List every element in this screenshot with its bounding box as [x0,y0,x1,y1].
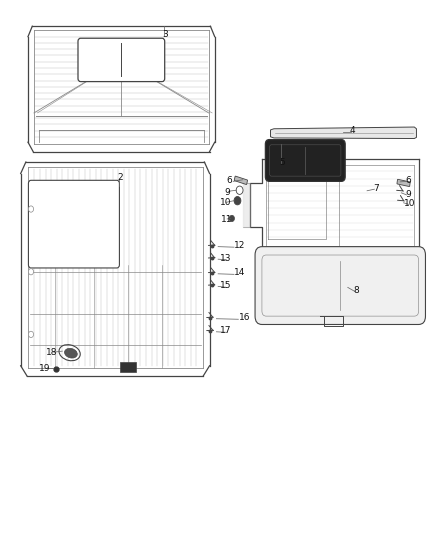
Text: 16: 16 [239,313,251,322]
FancyBboxPatch shape [234,176,247,184]
Text: 3: 3 [162,29,168,38]
Text: 9: 9 [225,188,230,197]
Text: 6: 6 [405,176,411,185]
Text: 15: 15 [220,281,231,290]
FancyBboxPatch shape [397,179,410,187]
Text: 9: 9 [405,190,411,199]
Text: 8: 8 [353,286,359,295]
Circle shape [28,332,34,337]
Circle shape [234,197,241,205]
Bar [120,361,136,372]
FancyBboxPatch shape [28,180,120,268]
Text: 17: 17 [220,326,231,335]
Circle shape [28,206,34,212]
Text: 19: 19 [39,364,51,373]
Circle shape [230,215,234,222]
Text: 10: 10 [220,198,231,207]
FancyBboxPatch shape [265,140,345,181]
Polygon shape [271,127,417,139]
FancyBboxPatch shape [255,247,425,325]
Text: 5: 5 [279,158,286,166]
Circle shape [236,186,243,195]
Circle shape [28,269,34,275]
Text: 11: 11 [221,215,232,224]
Ellipse shape [64,349,77,358]
Text: 7: 7 [373,184,378,192]
Text: 2: 2 [117,173,123,182]
Text: 4: 4 [349,126,355,135]
Text: 13: 13 [220,254,231,263]
Text: 10: 10 [404,199,416,208]
Text: 12: 12 [234,241,245,250]
Text: 6: 6 [227,176,233,185]
Text: 18: 18 [46,348,57,357]
Text: 14: 14 [234,268,245,277]
FancyBboxPatch shape [78,38,165,82]
